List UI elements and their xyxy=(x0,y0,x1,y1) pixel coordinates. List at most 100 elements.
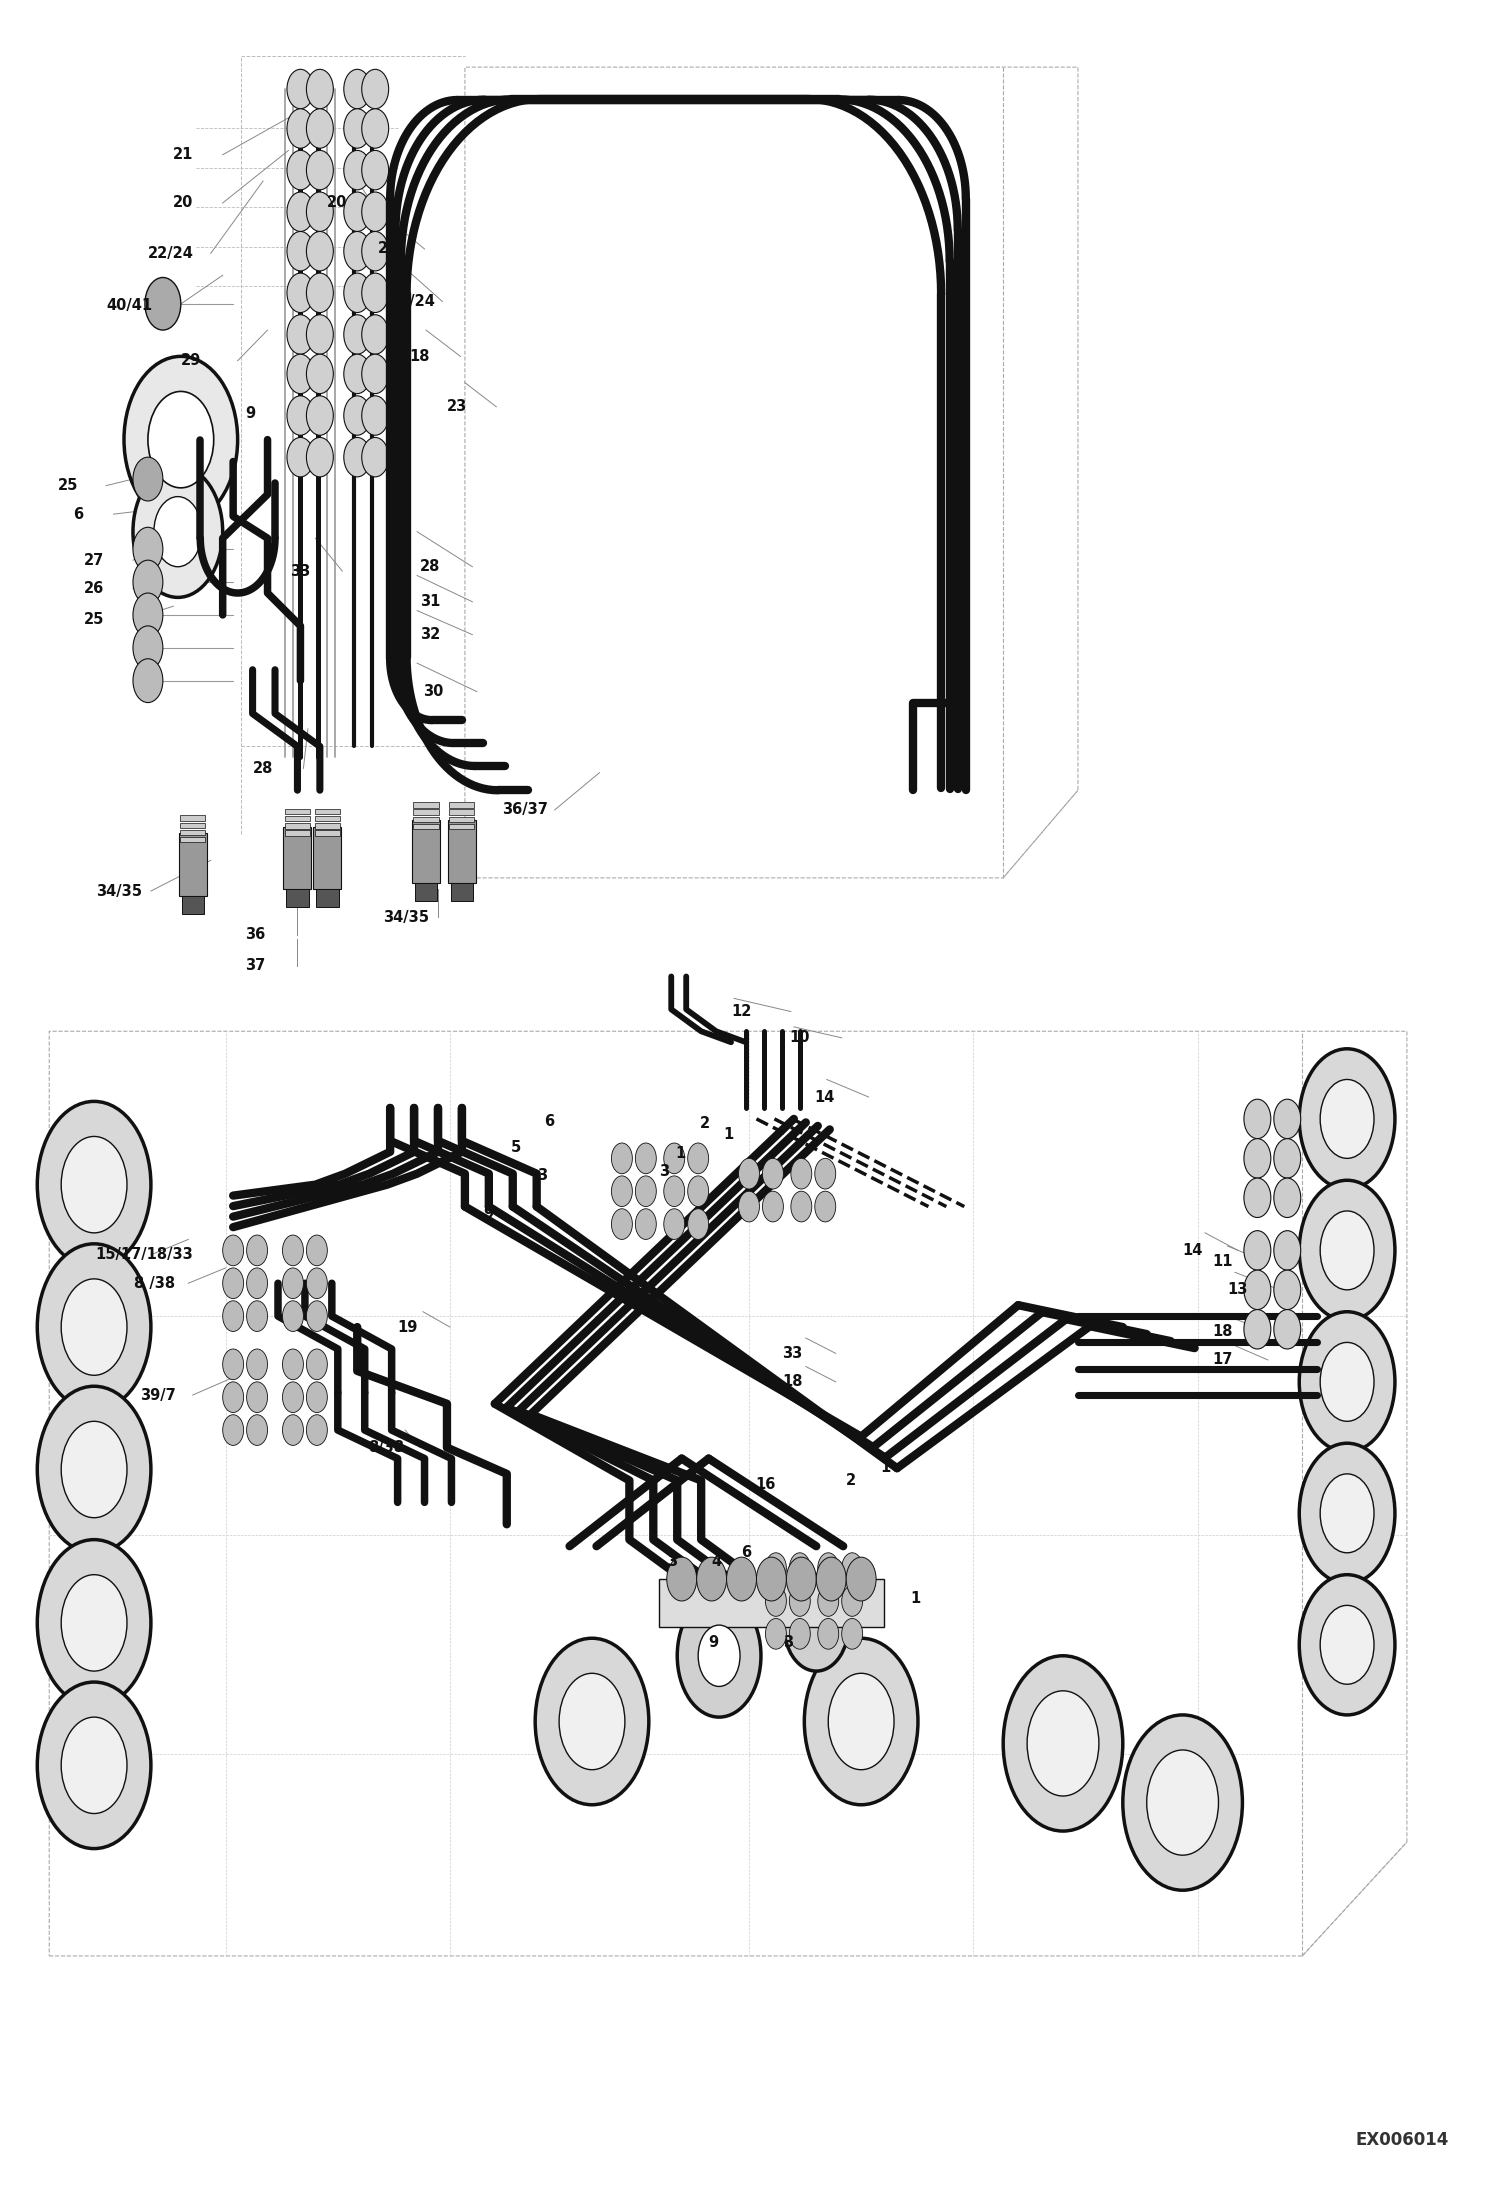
Text: 23: 23 xyxy=(446,399,467,415)
Circle shape xyxy=(1243,1231,1270,1270)
Circle shape xyxy=(345,110,370,149)
Text: 39/7: 39/7 xyxy=(141,1387,177,1402)
Circle shape xyxy=(288,395,315,434)
Circle shape xyxy=(37,1683,151,1850)
Text: 2: 2 xyxy=(846,1472,857,1488)
Circle shape xyxy=(611,1143,632,1174)
Circle shape xyxy=(667,1558,697,1602)
Circle shape xyxy=(345,70,370,110)
Circle shape xyxy=(842,1553,863,1584)
Circle shape xyxy=(133,456,163,500)
Bar xyxy=(180,836,205,842)
Circle shape xyxy=(1299,1575,1395,1716)
Circle shape xyxy=(765,1553,786,1584)
Bar xyxy=(659,1580,884,1628)
Circle shape xyxy=(247,1415,268,1446)
Circle shape xyxy=(1273,1178,1300,1218)
Circle shape xyxy=(307,70,334,110)
Bar xyxy=(286,889,309,908)
Text: 32: 32 xyxy=(419,627,440,643)
Bar xyxy=(413,823,439,829)
Bar xyxy=(315,816,340,821)
Circle shape xyxy=(1273,1270,1300,1310)
Circle shape xyxy=(635,1176,656,1207)
Circle shape xyxy=(1028,1692,1100,1797)
Text: 3: 3 xyxy=(536,1169,547,1183)
Circle shape xyxy=(815,1158,836,1189)
Bar xyxy=(285,829,310,836)
Text: 33: 33 xyxy=(291,564,310,579)
Circle shape xyxy=(1320,1474,1374,1553)
Text: 37: 37 xyxy=(246,959,265,972)
Circle shape xyxy=(61,1279,127,1376)
Circle shape xyxy=(1299,1180,1395,1321)
Circle shape xyxy=(283,1301,304,1332)
Circle shape xyxy=(818,1586,839,1617)
Circle shape xyxy=(288,272,315,312)
Circle shape xyxy=(307,437,334,476)
Text: 40/41: 40/41 xyxy=(106,298,153,314)
Circle shape xyxy=(559,1674,625,1771)
Circle shape xyxy=(154,496,202,566)
Text: 20: 20 xyxy=(328,195,348,211)
Circle shape xyxy=(791,1158,812,1189)
Text: 22/24: 22/24 xyxy=(148,246,193,261)
Circle shape xyxy=(61,1422,127,1518)
Circle shape xyxy=(288,437,315,476)
Text: 3: 3 xyxy=(667,1553,677,1569)
Text: 1: 1 xyxy=(724,1128,734,1141)
Circle shape xyxy=(804,1639,918,1806)
Circle shape xyxy=(688,1209,709,1240)
Circle shape xyxy=(307,314,334,353)
Circle shape xyxy=(133,559,163,603)
Circle shape xyxy=(37,1387,151,1553)
Circle shape xyxy=(247,1349,268,1380)
Text: 29: 29 xyxy=(181,353,201,369)
Circle shape xyxy=(37,1101,151,1268)
Circle shape xyxy=(307,395,334,434)
Text: 14: 14 xyxy=(1182,1242,1203,1257)
Text: 27: 27 xyxy=(84,553,103,568)
Circle shape xyxy=(816,1558,846,1602)
Circle shape xyxy=(288,233,315,270)
Text: 9: 9 xyxy=(709,1635,719,1650)
Text: 13: 13 xyxy=(1227,1281,1248,1297)
Circle shape xyxy=(818,1619,839,1650)
Circle shape xyxy=(61,1136,127,1233)
Text: 10: 10 xyxy=(789,1031,810,1044)
Bar xyxy=(449,823,475,829)
Circle shape xyxy=(611,1209,632,1240)
Circle shape xyxy=(307,233,334,270)
Bar xyxy=(315,823,340,829)
Text: 6: 6 xyxy=(544,1115,554,1128)
Text: 6: 6 xyxy=(742,1545,752,1560)
Text: 1: 1 xyxy=(881,1459,891,1474)
Circle shape xyxy=(223,1301,244,1332)
Circle shape xyxy=(307,353,334,393)
Bar xyxy=(315,829,340,836)
Text: 1: 1 xyxy=(911,1591,921,1606)
Circle shape xyxy=(1299,1444,1395,1584)
Circle shape xyxy=(345,437,370,476)
Circle shape xyxy=(361,395,388,434)
Circle shape xyxy=(288,110,315,149)
Text: 25: 25 xyxy=(84,612,103,627)
Text: 21: 21 xyxy=(174,147,193,162)
Circle shape xyxy=(345,353,370,393)
Circle shape xyxy=(361,233,388,270)
Text: 1: 1 xyxy=(676,1147,686,1161)
Text: 30: 30 xyxy=(422,685,443,700)
Circle shape xyxy=(345,395,370,434)
Circle shape xyxy=(1273,1231,1300,1270)
Circle shape xyxy=(1299,1312,1395,1452)
Circle shape xyxy=(361,193,388,233)
Bar xyxy=(413,803,439,807)
Circle shape xyxy=(223,1235,244,1266)
Bar xyxy=(180,829,205,836)
Circle shape xyxy=(283,1235,304,1266)
Text: 36: 36 xyxy=(246,928,265,943)
Circle shape xyxy=(789,1553,810,1584)
Circle shape xyxy=(307,1349,328,1380)
Circle shape xyxy=(133,625,163,669)
Bar xyxy=(451,882,473,902)
